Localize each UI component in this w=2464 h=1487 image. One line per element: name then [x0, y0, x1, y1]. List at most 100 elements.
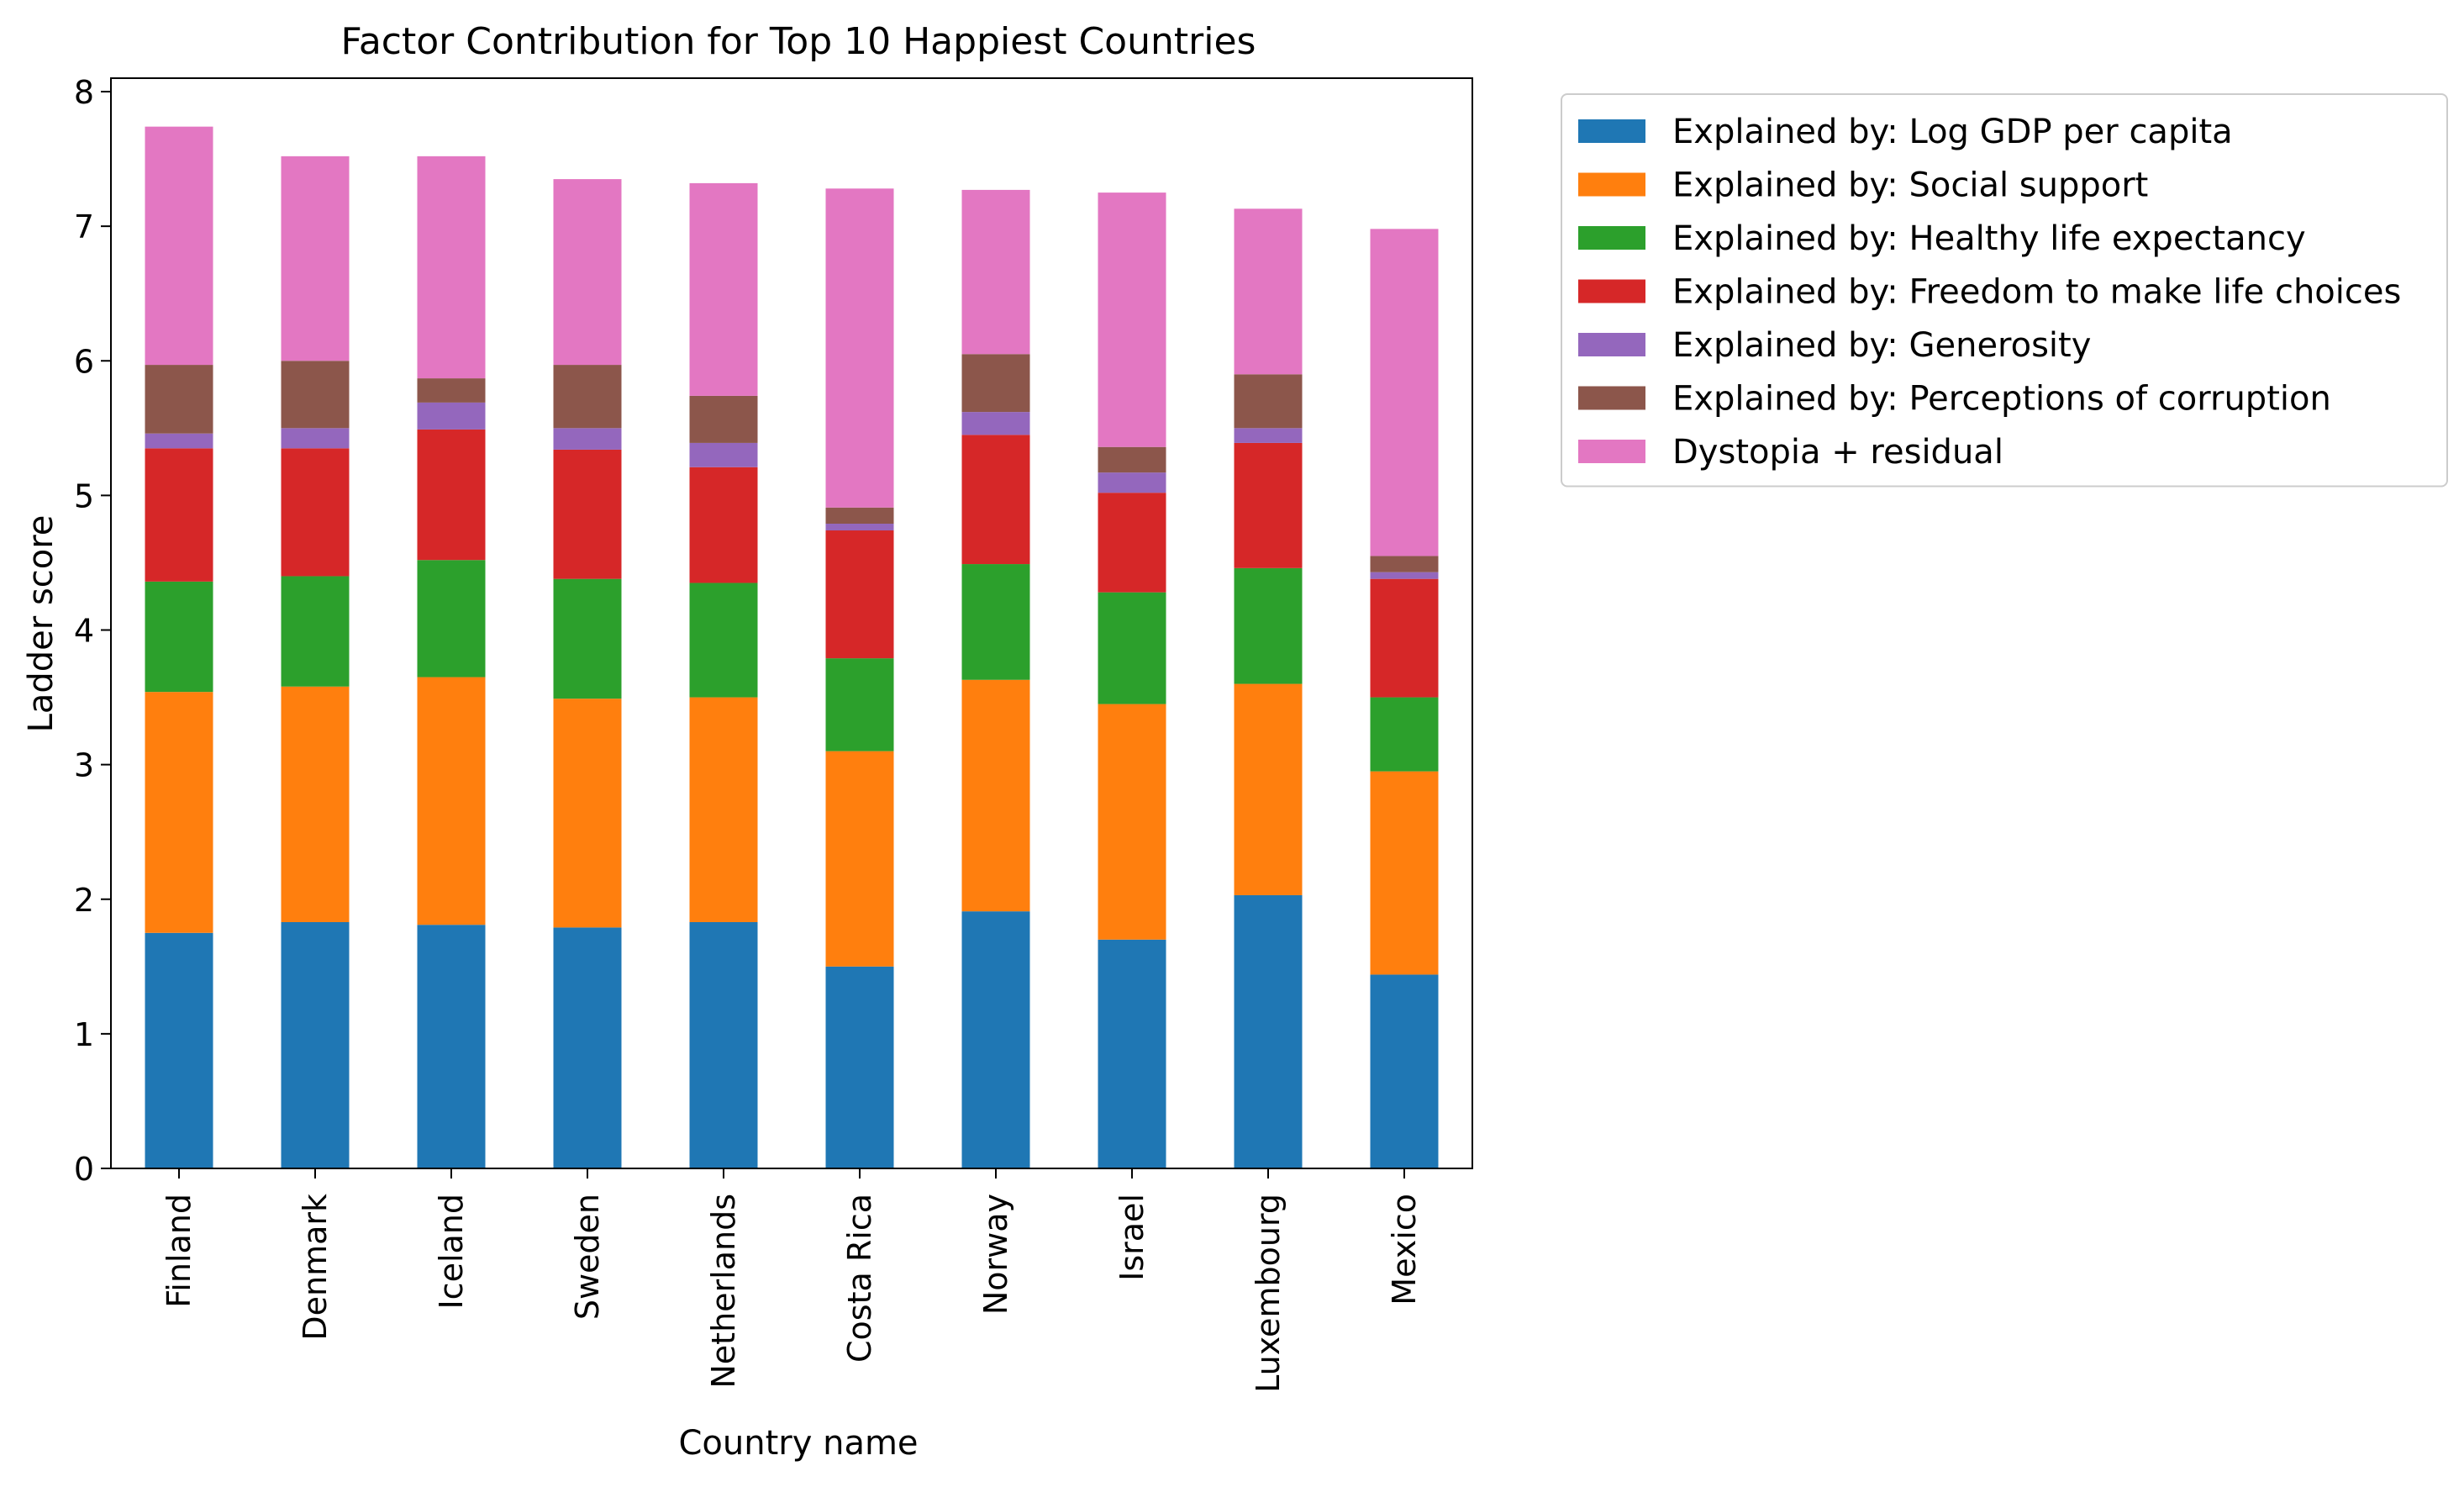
bar-segment	[1370, 556, 1439, 572]
legend-frame	[1561, 93, 2448, 488]
bar-segment	[281, 448, 350, 577]
bar-segment	[553, 428, 622, 450]
bar-segment	[417, 378, 486, 403]
bar-segment	[281, 921, 350, 1168]
legend-item: Explained by: Freedom to make life choic…	[1578, 273, 2401, 312]
bar-segment	[825, 751, 894, 967]
bar-segment	[689, 467, 758, 583]
x-axis-label: Country name	[678, 1424, 918, 1463]
legend-item: Explained by: Social support	[1578, 166, 2148, 205]
x-tick-label: Costa Rica	[841, 1194, 878, 1363]
bar-segment	[417, 429, 486, 561]
chart-title: Factor Contribution for Top 10 Happiest …	[341, 20, 1256, 63]
bar-segment	[825, 507, 894, 524]
bar-segment	[961, 911, 1030, 1168]
y-tick-label: 6	[74, 343, 94, 380]
x-tick-label: Sweden	[569, 1194, 606, 1320]
legend-item: Dystopia + residual	[1578, 433, 2003, 472]
bar-stack	[417, 156, 486, 1168]
bar-segment	[1234, 567, 1303, 684]
y-tick-label: 7	[74, 208, 94, 245]
bar-segment	[553, 699, 622, 928]
x-axis: Finland Denmark Iceland Sweden Netherlands Co…	[161, 1168, 1423, 1393]
bar-segment	[417, 925, 486, 1168]
bar-segment	[689, 395, 758, 443]
plot-frame	[110, 77, 1473, 1169]
bar-segment	[1234, 894, 1303, 1168]
y-tick-label: 0	[74, 1151, 94, 1188]
bar-segment	[145, 692, 213, 933]
legend-label: Explained by: Freedom to make life choic…	[1672, 273, 2401, 312]
bar-segment	[1098, 704, 1166, 940]
x-tick-label: Iceland	[433, 1194, 470, 1310]
bar-segment	[1370, 697, 1439, 772]
bar-segment	[825, 188, 894, 508]
x-tick-label: Israel	[1114, 1194, 1150, 1281]
bar-segment	[553, 578, 622, 699]
bar-segment	[961, 189, 1030, 355]
bar-stack	[961, 189, 1030, 1168]
legend-label: Explained by: Social support	[1672, 166, 2148, 205]
bar-segment	[145, 433, 213, 449]
bar-segment	[145, 581, 213, 693]
bar-segment	[281, 428, 350, 449]
bar-stack	[1370, 229, 1439, 1168]
bar-segment	[1098, 192, 1166, 447]
bar-stack	[1098, 192, 1166, 1168]
legend-label: Explained by: Perceptions of corruption	[1672, 380, 2331, 419]
legend-swatch	[1578, 440, 1645, 463]
bar-segment	[1234, 374, 1303, 429]
y-axis: 0 1 2 3 4 5 6 7 8	[74, 74, 111, 1188]
bar-segment	[1370, 578, 1439, 698]
legend-item: Explained by: Generosity	[1578, 326, 2091, 365]
x-tick-label: Luxembourg	[1250, 1194, 1287, 1393]
bar-segment	[961, 679, 1030, 912]
bar-segment	[281, 361, 350, 429]
x-tick-label: Denmark	[297, 1194, 334, 1341]
legend-label: Explained by: Healthy life expectancy	[1672, 219, 2306, 258]
bar-segment	[1098, 472, 1166, 493]
bar-segment	[145, 932, 213, 1168]
bar-segment	[961, 435, 1030, 565]
bar-segment	[553, 927, 622, 1168]
bar-segment	[281, 156, 350, 361]
bar-segment	[553, 179, 622, 366]
bar-segment	[1370, 771, 1439, 975]
bar-segment	[553, 449, 622, 579]
bar-stack	[1234, 208, 1303, 1168]
bar-segment	[825, 658, 894, 751]
bar-segment	[417, 156, 486, 379]
bar-segment	[281, 686, 350, 922]
y-axis-label: Ladder score	[22, 515, 61, 733]
bar-segment	[689, 697, 758, 922]
legend-label: Explained by: Log GDP per capita	[1672, 113, 2233, 151]
y-tick-label: 2	[74, 882, 94, 919]
legend-label: Explained by: Generosity	[1672, 326, 2091, 365]
bar-segment	[689, 583, 758, 698]
bar-stack	[689, 182, 758, 1168]
legend-swatch	[1578, 279, 1645, 303]
y-tick-label: 5	[74, 477, 94, 514]
x-tick-label: Mexico	[1386, 1194, 1423, 1305]
bar-segment	[961, 564, 1030, 680]
bar-segment	[1370, 229, 1439, 556]
bar-segment	[961, 412, 1030, 435]
bar-stack	[553, 179, 622, 1168]
legend-swatch	[1578, 172, 1645, 197]
bar-segment	[1098, 592, 1166, 704]
bar-segment	[689, 182, 758, 396]
y-tick-label: 3	[74, 747, 94, 784]
bar-segment	[145, 365, 213, 434]
bar-stack	[825, 188, 894, 1168]
bar-segment	[417, 677, 486, 925]
bar-segment	[825, 524, 894, 531]
legend-swatch	[1578, 226, 1645, 250]
legend: Explained by: Log GDP per capita Explaine…	[1561, 93, 2448, 488]
legend-item: Explained by: Healthy life expectancy	[1578, 219, 2306, 258]
y-tick-label: 8	[74, 74, 94, 111]
y-tick-label: 4	[74, 613, 94, 650]
legend-item: Explained by: Perceptions of corruption	[1578, 380, 2331, 419]
bar-segment	[689, 442, 758, 467]
